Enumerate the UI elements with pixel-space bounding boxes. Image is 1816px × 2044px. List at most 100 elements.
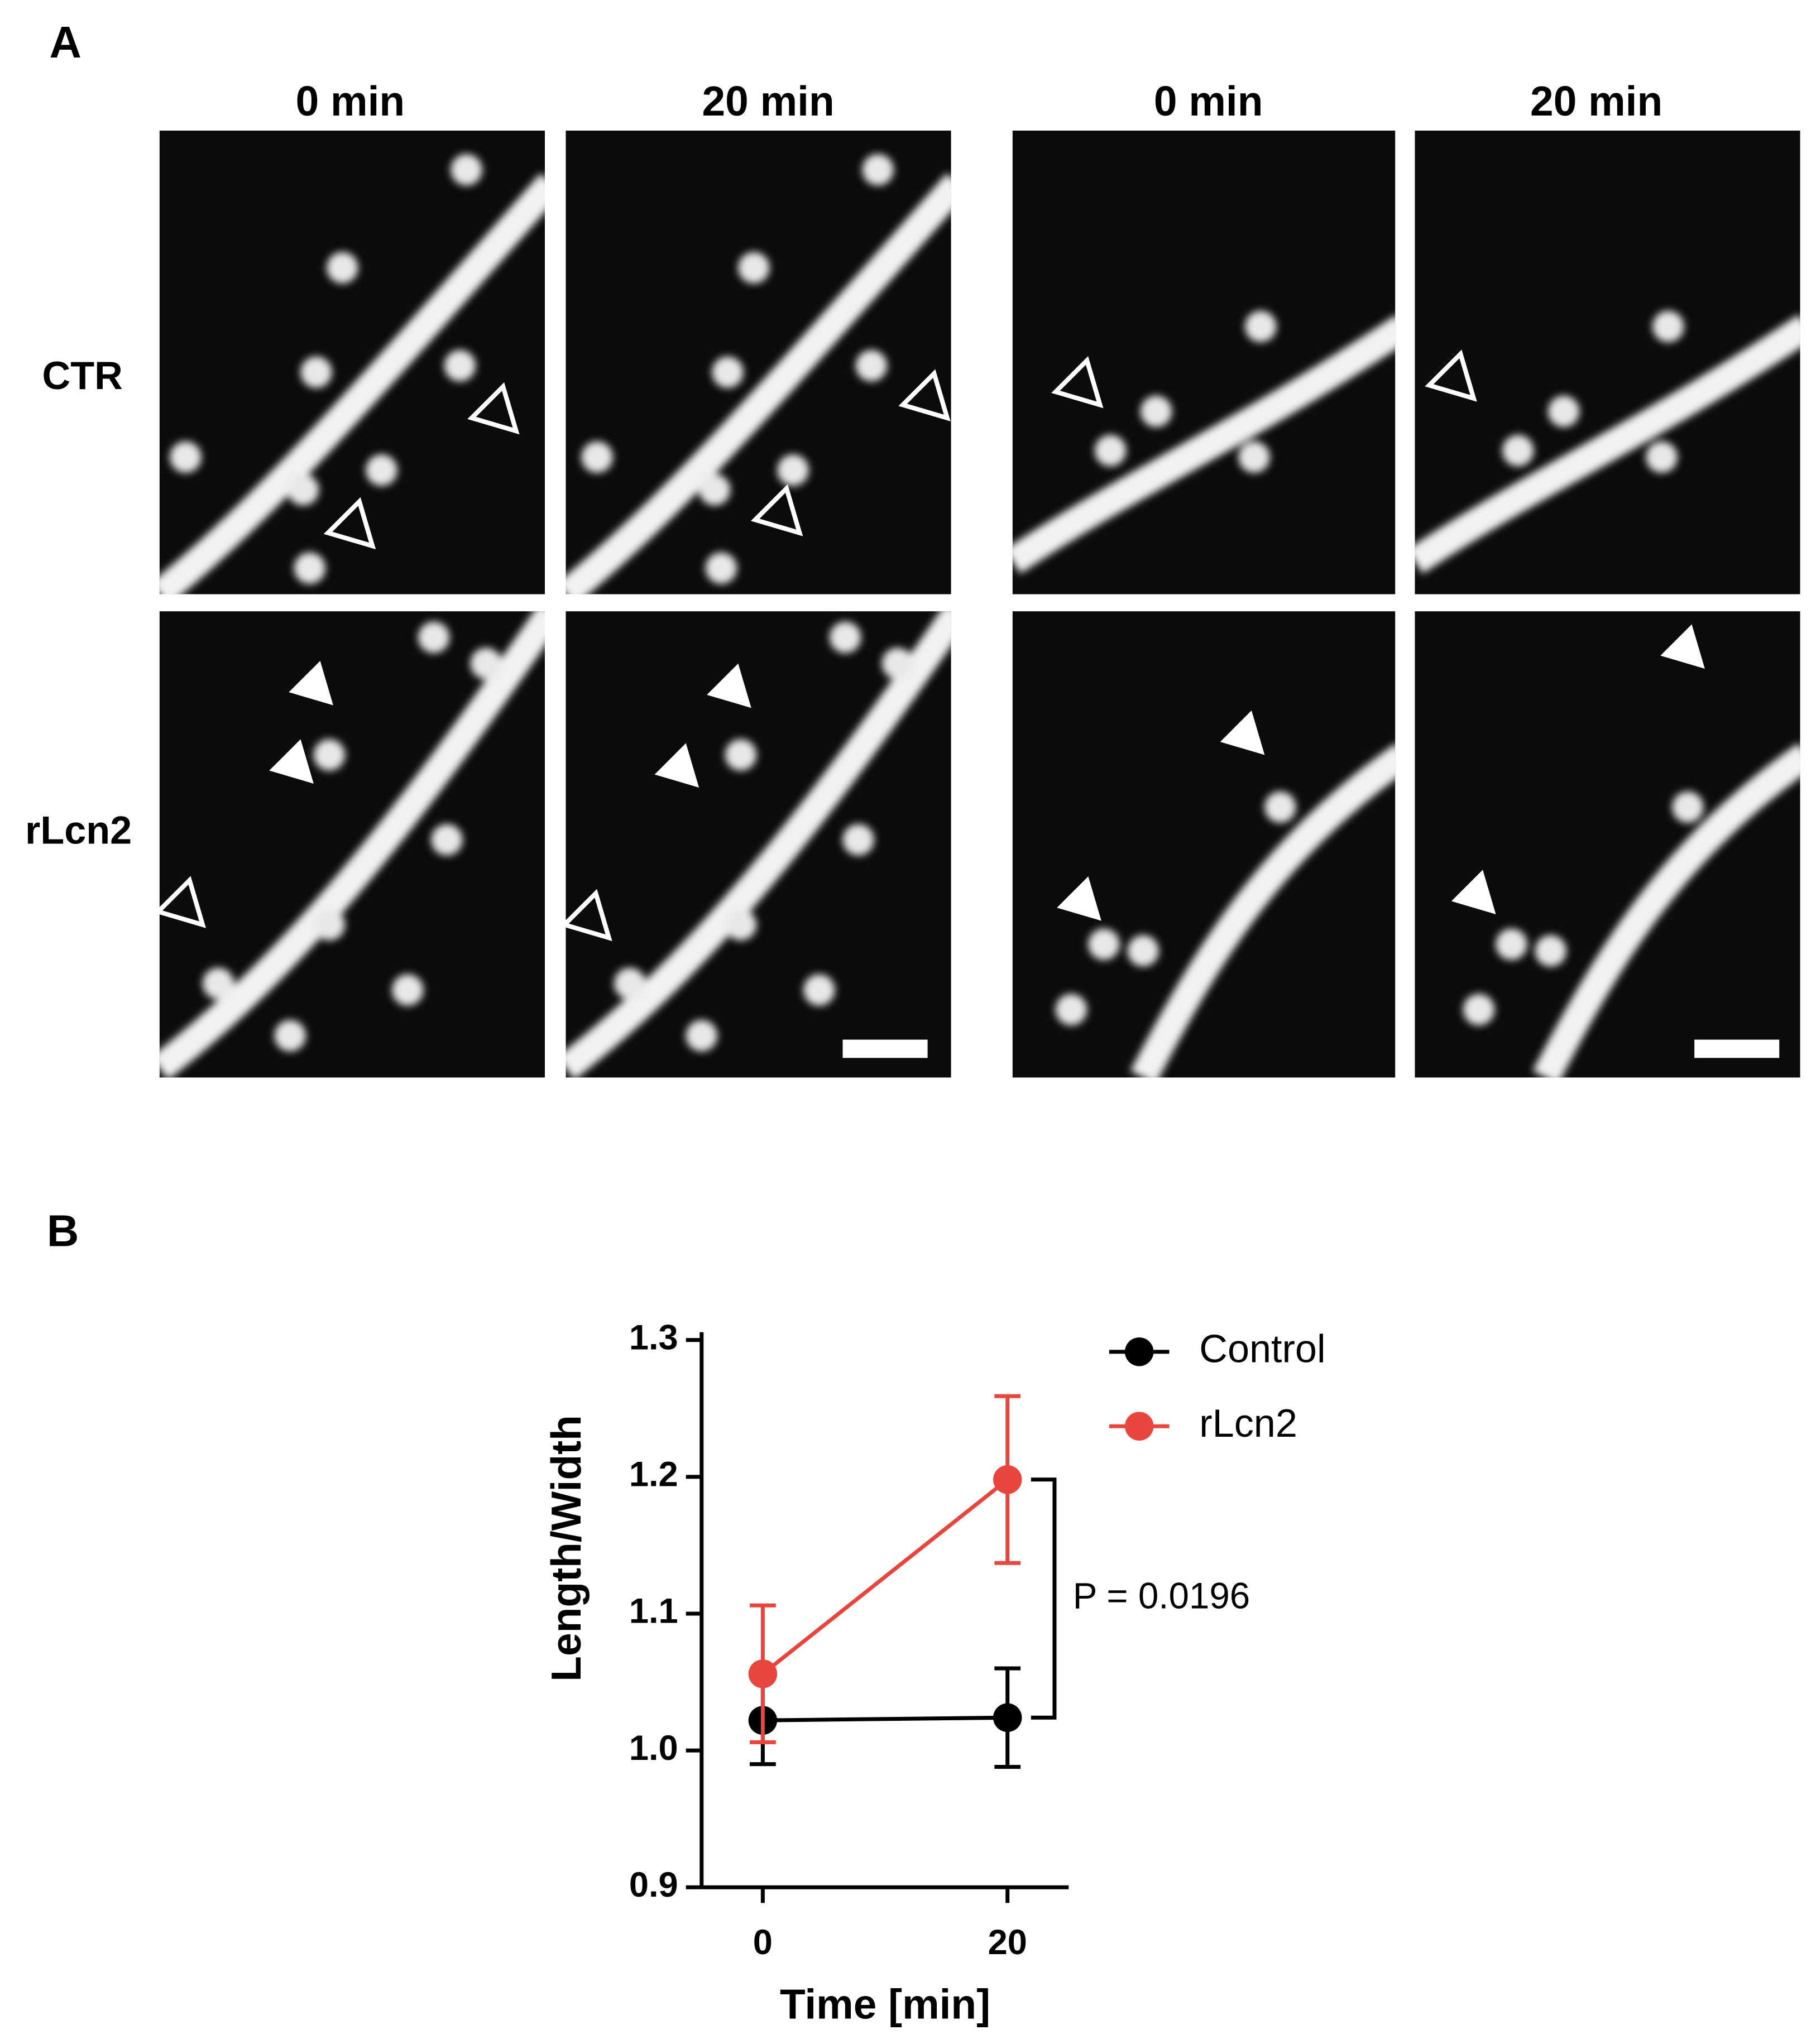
arrowhead-filled bbox=[1451, 870, 1496, 914]
spine bbox=[1646, 441, 1678, 473]
data-point bbox=[993, 1465, 1022, 1494]
dendrite bbox=[566, 611, 951, 1078]
spine bbox=[712, 356, 744, 388]
dendrite bbox=[159, 611, 545, 1078]
series-line bbox=[761, 1478, 1009, 1676]
spine bbox=[327, 252, 358, 284]
spine bbox=[444, 350, 476, 382]
arrowhead-open bbox=[1425, 349, 1477, 402]
spine bbox=[202, 967, 234, 1000]
dendrite bbox=[1012, 310, 1396, 574]
arrowhead-open bbox=[560, 889, 612, 942]
spine bbox=[1463, 994, 1495, 1025]
spine bbox=[170, 441, 202, 473]
dendrite-shaft bbox=[159, 611, 545, 1078]
micrograph bbox=[1012, 130, 1396, 594]
arrowhead-open bbox=[750, 484, 803, 536]
panel-label: A bbox=[50, 17, 82, 67]
x-tick-label: 20 bbox=[988, 1923, 1027, 1962]
spine bbox=[366, 454, 397, 486]
annotation: P = 0.0196 bbox=[1073, 1575, 1250, 1616]
micrograph bbox=[159, 130, 545, 594]
spine bbox=[1264, 791, 1296, 823]
spine bbox=[392, 974, 424, 1006]
micrograph bbox=[566, 611, 951, 1078]
spine bbox=[294, 552, 325, 584]
arrowhead-open bbox=[323, 497, 376, 550]
micrograph bbox=[566, 130, 951, 594]
spine bbox=[581, 441, 613, 473]
spine bbox=[300, 356, 332, 388]
dendrite-shaft bbox=[1130, 743, 1396, 1078]
micrograph bbox=[159, 611, 545, 1078]
spine bbox=[1496, 928, 1527, 960]
column-header: 20 min bbox=[1530, 78, 1662, 124]
spine bbox=[1535, 935, 1566, 967]
spine bbox=[803, 974, 835, 1006]
arrowhead-open bbox=[467, 382, 520, 435]
spine bbox=[451, 154, 482, 186]
spine bbox=[1055, 994, 1087, 1025]
spine bbox=[699, 474, 731, 506]
dendrite-shaft bbox=[566, 173, 951, 594]
data-point bbox=[748, 1659, 778, 1688]
arrowhead-filled bbox=[707, 663, 751, 708]
significance-bracket bbox=[1031, 1477, 1057, 1720]
scale-bar bbox=[842, 1039, 928, 1058]
spine bbox=[614, 967, 646, 1000]
legend-marker bbox=[1124, 1412, 1154, 1441]
spine bbox=[1127, 935, 1159, 967]
dendrite bbox=[1055, 743, 1396, 1078]
y-tick-label: 1.3 bbox=[629, 1318, 678, 1357]
spine bbox=[431, 824, 463, 856]
dendrite bbox=[1463, 743, 1800, 1078]
spine bbox=[1672, 791, 1704, 823]
data-point bbox=[993, 1703, 1022, 1733]
spine bbox=[881, 647, 913, 679]
spine bbox=[830, 621, 861, 653]
spine bbox=[705, 552, 737, 584]
spine bbox=[274, 1020, 306, 1052]
micrographs bbox=[154, 130, 1800, 1078]
arrowhead-filled bbox=[289, 661, 333, 706]
row-label: rLcn2 bbox=[25, 808, 132, 852]
spine bbox=[686, 1020, 717, 1052]
micrograph-background bbox=[159, 130, 545, 594]
spine bbox=[862, 154, 894, 186]
spine bbox=[1548, 396, 1580, 428]
micrograph bbox=[1415, 611, 1800, 1078]
dendrite bbox=[159, 154, 545, 594]
column-header: 20 min bbox=[702, 78, 835, 124]
row-label: CTR bbox=[42, 353, 123, 397]
dendrite-shaft bbox=[159, 173, 545, 594]
legend-marker bbox=[1124, 1337, 1154, 1366]
y-axis-label: Length/Width bbox=[543, 1415, 590, 1681]
spine bbox=[842, 824, 874, 856]
spine bbox=[1245, 310, 1277, 343]
dendrite-shaft bbox=[1012, 315, 1396, 574]
y-tick-label: 1.0 bbox=[629, 1729, 678, 1768]
spine bbox=[1238, 441, 1270, 473]
arrowhead-open bbox=[154, 876, 206, 928]
arrowhead-open bbox=[1051, 356, 1104, 409]
y-tick-label: 0.9 bbox=[629, 1865, 678, 1904]
micrograph bbox=[1415, 130, 1800, 594]
y-tick-label: 1.1 bbox=[629, 1592, 678, 1631]
arrowhead-filled bbox=[1057, 876, 1101, 921]
spine bbox=[1095, 435, 1127, 467]
x-axis-label: Time [min] bbox=[780, 1980, 990, 2027]
chart: 0.9 1.0 1.1 1.2 1.3 0 20 Time [min] Length/Width… bbox=[543, 1318, 1325, 2027]
x-tick-label: 0 bbox=[753, 1923, 773, 1962]
arrowhead-open bbox=[898, 369, 951, 421]
spine bbox=[777, 454, 809, 486]
series-line bbox=[763, 1715, 1008, 1722]
scale-bar bbox=[1694, 1039, 1780, 1058]
spine bbox=[288, 474, 319, 506]
spine bbox=[418, 621, 450, 653]
spine bbox=[725, 909, 757, 941]
spine bbox=[313, 909, 345, 941]
spine bbox=[855, 350, 888, 382]
panel-label: B bbox=[47, 1206, 79, 1255]
dendrite-shaft bbox=[566, 611, 951, 1078]
